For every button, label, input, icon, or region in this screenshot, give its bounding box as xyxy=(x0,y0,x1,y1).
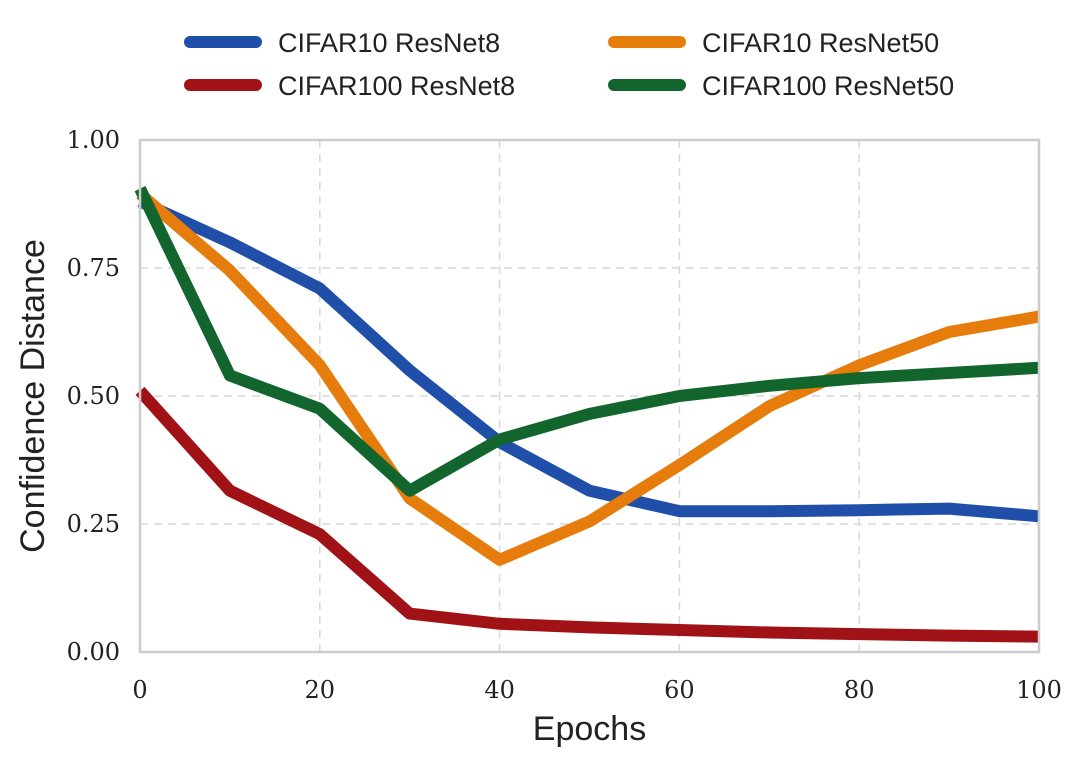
legend-label-cifar10-resnet50: CIFAR10 ResNet50 xyxy=(702,28,939,58)
y-tick-label: 0.50 xyxy=(67,382,120,410)
y-tick-labels: 0.00 0.25 0.50 0.75 1.00 xyxy=(67,126,120,666)
y-tick-label: 1.00 xyxy=(67,126,120,154)
series-line-cifar10-resnet50 xyxy=(136,189,1041,566)
x-tick-label: 80 xyxy=(844,676,875,704)
legend-label-cifar100-resnet50: CIFAR100 ResNet50 xyxy=(702,71,954,101)
x-tick-label: 0 xyxy=(132,676,147,704)
series-line-cifar10-resnet8 xyxy=(137,195,1040,523)
legend: CIFAR10 ResNet8 CIFAR10 ResNet50 CIFAR100 … xyxy=(184,28,954,101)
series-lines xyxy=(134,185,1041,643)
plot-frame xyxy=(138,138,1041,654)
series-line-cifar100-resnet50 xyxy=(134,185,1040,497)
series-line-cifar100-resnet8 xyxy=(135,386,1040,643)
x-tick-label: 40 xyxy=(484,676,515,704)
x-tick-label: 20 xyxy=(305,676,336,704)
legend-label-cifar100-resnet8: CIFAR100 ResNet8 xyxy=(278,71,515,101)
y-tick-label: 0.00 xyxy=(67,638,120,666)
x-axis-label: Epochs xyxy=(533,710,646,748)
y-tick-label: 0.25 xyxy=(67,510,120,538)
legend-label-cifar10-resnet8: CIFAR10 ResNet8 xyxy=(278,28,500,58)
x-tick-label: 60 xyxy=(664,676,695,704)
y-axis-label: Confidence Distance xyxy=(14,239,52,553)
x-tick-label: 100 xyxy=(1016,676,1062,704)
x-tick-labels: 0 20 40 60 80 100 xyxy=(132,676,1062,704)
y-tick-label: 0.75 xyxy=(67,254,120,282)
